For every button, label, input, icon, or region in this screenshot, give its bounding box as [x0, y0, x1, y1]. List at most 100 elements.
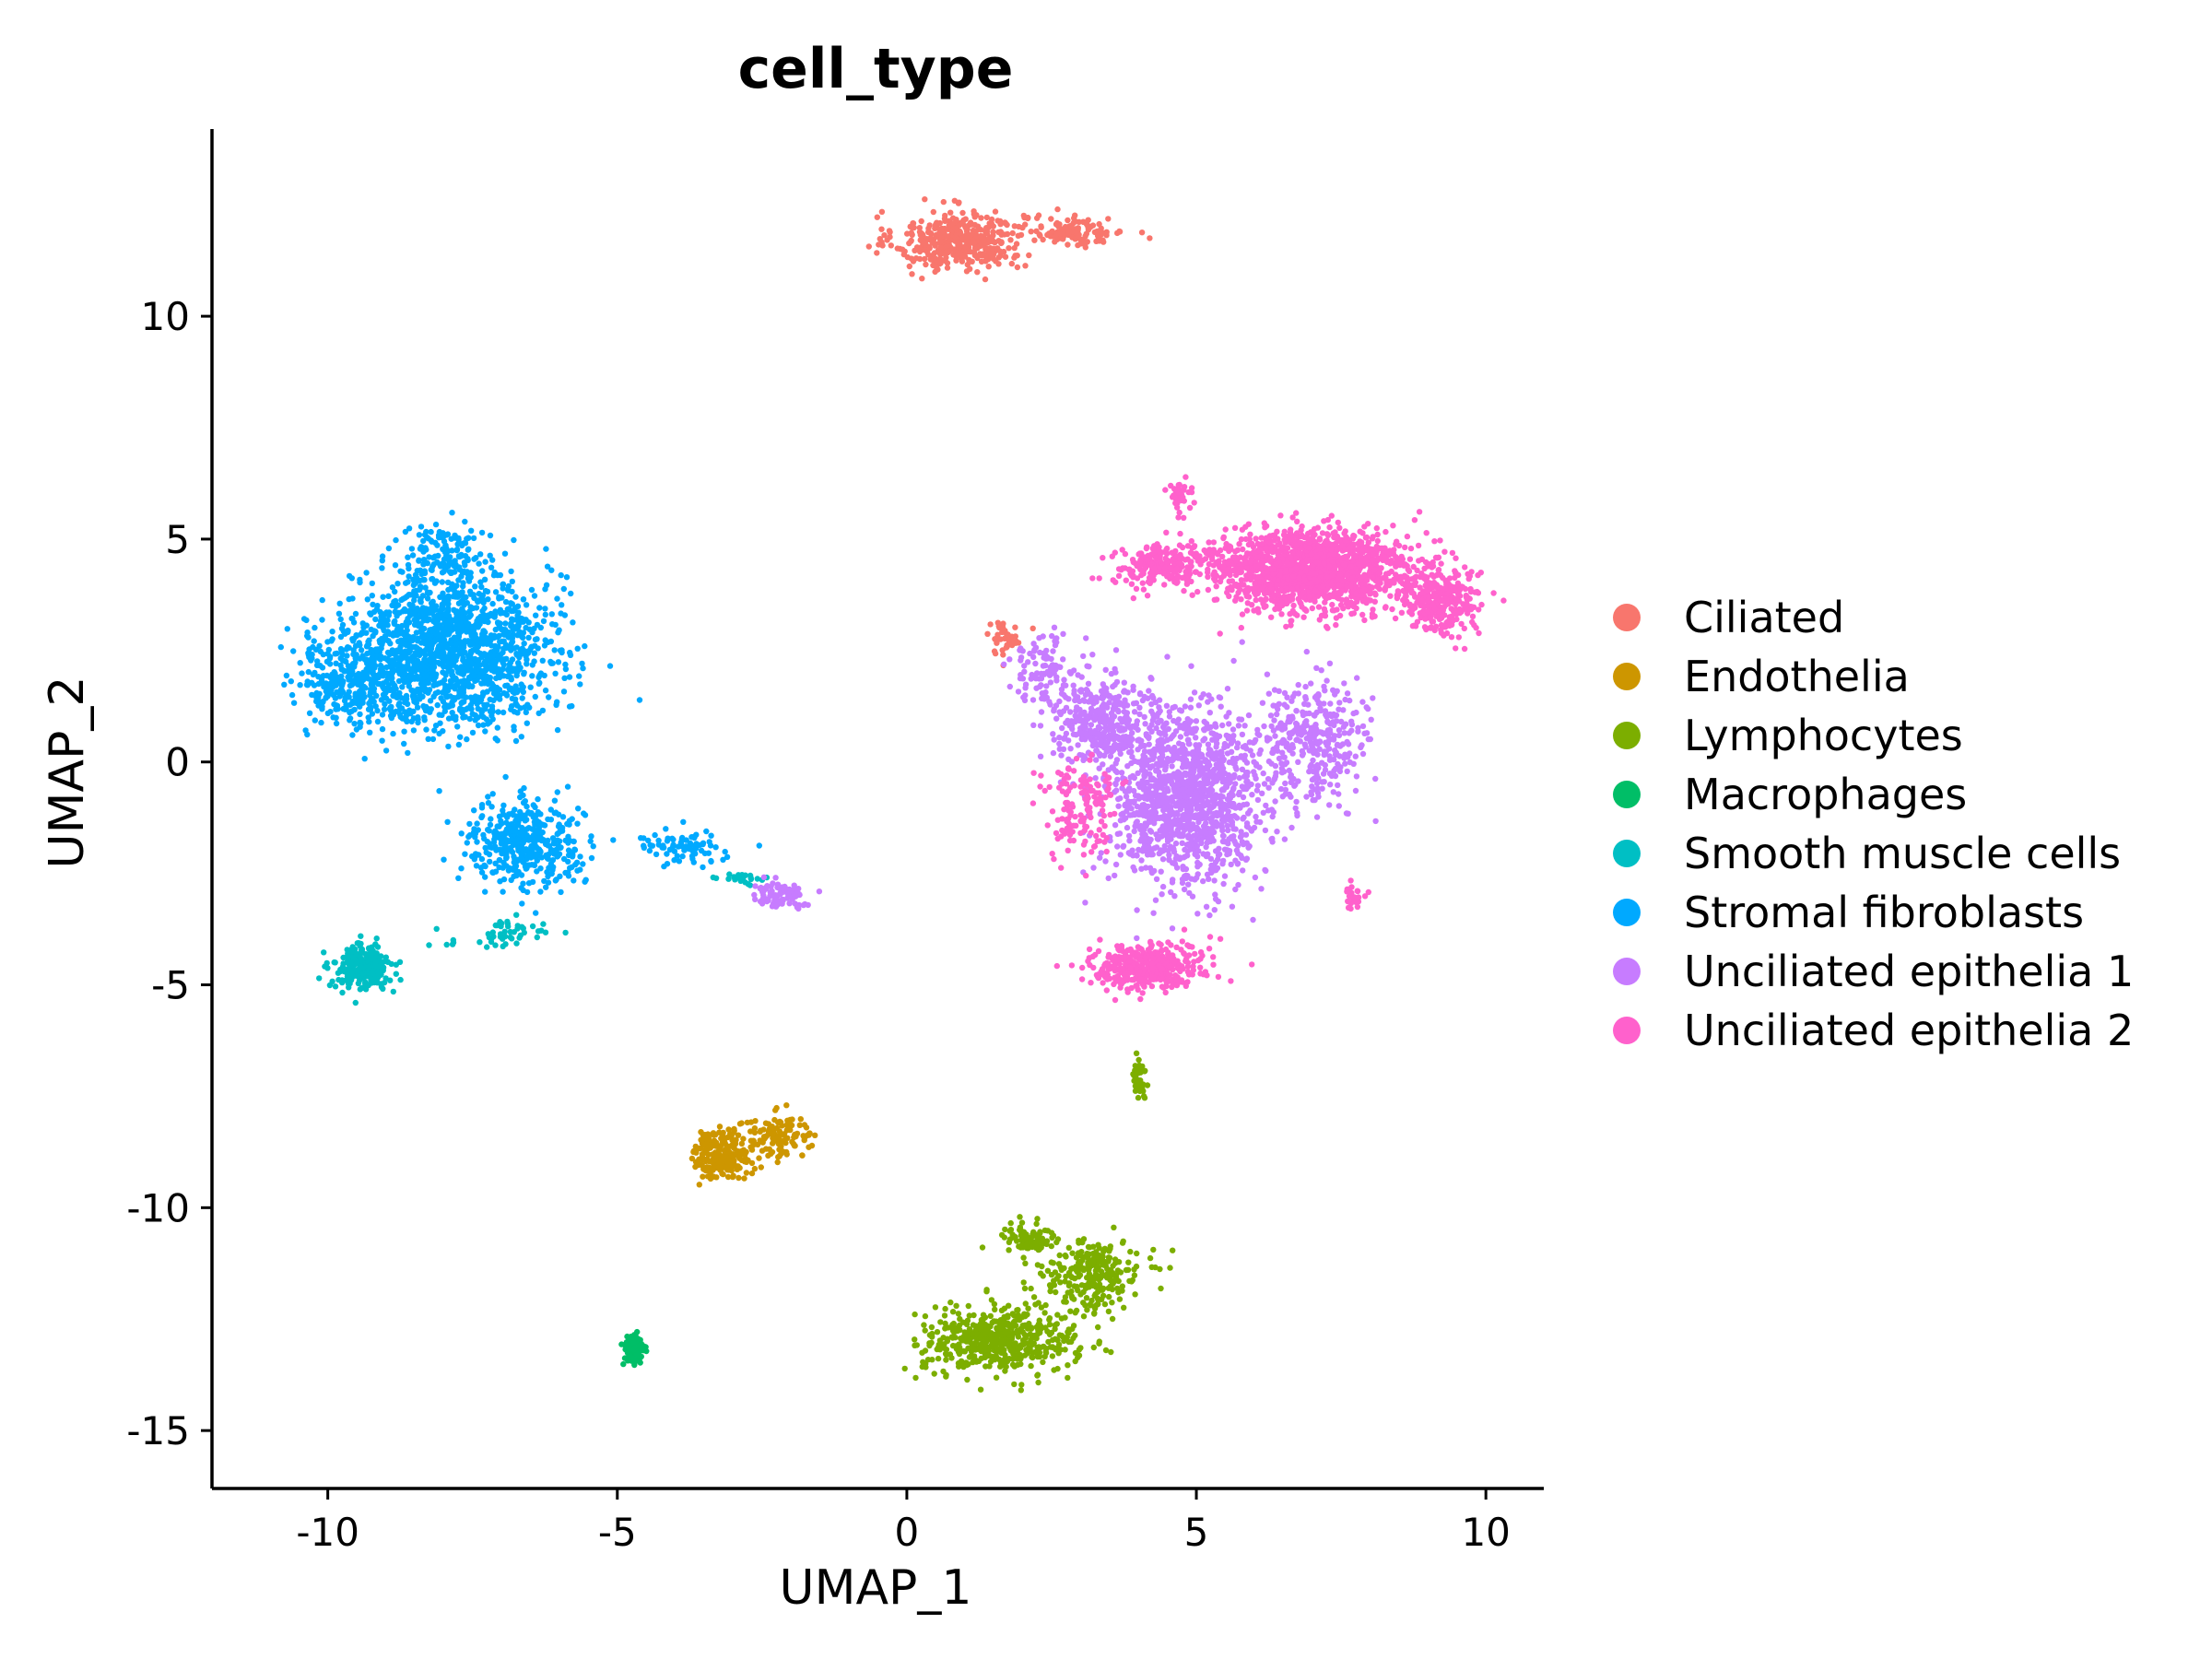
data-point	[1050, 1232, 1057, 1239]
data-point	[415, 686, 421, 693]
data-point	[735, 1174, 742, 1182]
data-point	[1066, 1280, 1073, 1287]
data-point	[327, 653, 334, 660]
data-point	[535, 645, 541, 652]
data-point	[523, 709, 529, 716]
data-point	[533, 910, 539, 916]
data-point	[1018, 1219, 1026, 1226]
data-point	[554, 699, 560, 705]
data-point	[416, 557, 422, 563]
data-point	[366, 963, 372, 971]
data-point	[558, 571, 564, 579]
data-point	[949, 215, 957, 221]
data-point	[1070, 1335, 1077, 1342]
data-point	[367, 688, 374, 696]
data-point	[995, 261, 1002, 267]
data-point	[671, 857, 677, 864]
data-point	[439, 570, 446, 576]
data-point	[964, 239, 971, 245]
data-point	[1034, 1262, 1041, 1268]
data-point	[1054, 1312, 1061, 1318]
data-point	[994, 634, 1001, 641]
data-point	[369, 682, 376, 689]
data-point	[1002, 1226, 1008, 1233]
data-point	[731, 874, 737, 880]
data-point	[521, 704, 528, 711]
data-point	[539, 707, 547, 714]
data-point	[418, 608, 425, 615]
data-point	[433, 925, 440, 932]
data-point	[528, 586, 535, 594]
data-point	[401, 740, 407, 747]
data-point	[520, 688, 526, 695]
data-point	[480, 596, 487, 604]
data-point	[689, 855, 696, 862]
data-point	[1003, 644, 1010, 651]
data-point	[942, 1305, 948, 1312]
data-point	[503, 837, 510, 843]
data-point	[562, 869, 569, 877]
data-point	[653, 851, 660, 858]
data-point	[978, 232, 984, 240]
data-point	[888, 242, 894, 249]
data-point	[494, 619, 501, 626]
data-point	[304, 632, 311, 640]
data-point	[557, 844, 564, 852]
data-point	[928, 230, 935, 238]
data-point	[372, 959, 379, 966]
data-point	[535, 846, 543, 853]
data-point	[1030, 1334, 1037, 1341]
data-point	[427, 627, 433, 633]
data-point	[1001, 1313, 1007, 1321]
data-point	[722, 848, 728, 855]
data-point	[916, 248, 924, 255]
data-point	[618, 1341, 625, 1347]
data-point	[434, 701, 441, 709]
data-point	[434, 627, 441, 633]
data-point	[445, 715, 453, 722]
data-point	[994, 1324, 1000, 1331]
data-point	[1087, 1301, 1093, 1308]
data-point	[333, 660, 339, 666]
data-point	[520, 799, 527, 806]
data-point	[399, 569, 406, 575]
data-point	[909, 224, 915, 231]
data-point	[470, 672, 477, 679]
data-point	[1011, 1381, 1018, 1388]
data-point	[468, 706, 475, 712]
data-point	[523, 602, 530, 608]
data-point	[543, 884, 549, 890]
data-point	[394, 581, 401, 587]
data-point	[506, 811, 512, 818]
data-point	[957, 1326, 963, 1334]
data-point	[355, 681, 361, 688]
data-point	[1099, 229, 1105, 236]
data-point	[373, 935, 380, 942]
data-point	[500, 609, 507, 617]
data-point	[996, 1332, 1003, 1338]
data-point	[641, 842, 647, 849]
data-point	[509, 935, 515, 942]
data-point	[558, 610, 564, 617]
data-point	[941, 212, 948, 219]
data-point	[464, 535, 470, 542]
data-point	[526, 626, 533, 632]
data-point	[756, 1155, 762, 1161]
data-point	[989, 233, 995, 240]
data-point	[409, 653, 417, 660]
data-point	[933, 241, 939, 247]
data-point	[1018, 1313, 1026, 1321]
data-point	[373, 606, 381, 613]
data-point	[1106, 1254, 1113, 1262]
data-point	[577, 681, 583, 688]
data-point	[937, 244, 944, 251]
data-point	[457, 640, 464, 646]
data-point	[552, 670, 559, 677]
data-point	[926, 222, 933, 229]
data-point	[511, 536, 517, 544]
data-point	[512, 665, 519, 672]
data-point	[306, 710, 313, 716]
data-point	[1054, 1365, 1061, 1372]
data-point	[369, 593, 375, 599]
data-point	[1092, 1302, 1099, 1309]
